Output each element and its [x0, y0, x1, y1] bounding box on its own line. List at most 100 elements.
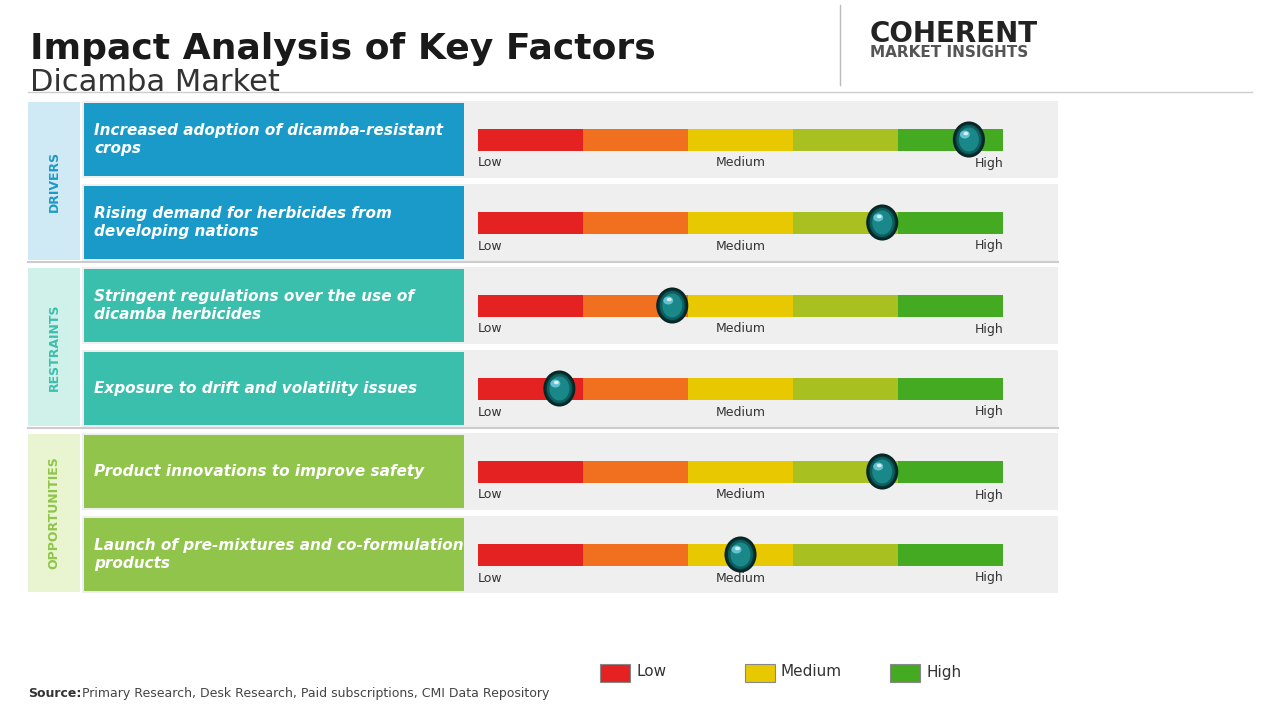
Text: Low: Low — [636, 665, 666, 680]
Bar — [477, 461, 582, 482]
Ellipse shape — [877, 464, 882, 467]
Text: Medium: Medium — [716, 488, 765, 502]
Ellipse shape — [659, 291, 685, 320]
Ellipse shape — [662, 294, 682, 318]
Text: High: High — [974, 156, 1004, 169]
Ellipse shape — [735, 546, 740, 550]
Text: High: High — [974, 240, 1004, 253]
FancyBboxPatch shape — [84, 352, 465, 425]
Ellipse shape — [869, 457, 895, 486]
Bar — [477, 128, 582, 150]
Ellipse shape — [877, 215, 882, 218]
Ellipse shape — [554, 381, 559, 384]
Bar — [899, 377, 1004, 400]
Bar — [794, 461, 899, 482]
Bar — [899, 294, 1004, 317]
Ellipse shape — [954, 122, 984, 156]
Bar — [794, 377, 899, 400]
Text: Low: Low — [477, 572, 503, 585]
Text: Low: Low — [477, 240, 503, 253]
Bar — [477, 294, 582, 317]
Bar — [899, 544, 1004, 565]
Text: High: High — [974, 488, 1004, 502]
FancyBboxPatch shape — [84, 269, 465, 342]
FancyBboxPatch shape — [28, 268, 79, 426]
Bar — [745, 664, 774, 682]
Bar — [477, 377, 582, 400]
Bar — [794, 212, 899, 233]
FancyBboxPatch shape — [82, 101, 1059, 178]
Bar — [689, 544, 794, 565]
Ellipse shape — [544, 372, 575, 405]
Bar — [600, 664, 630, 682]
Bar — [477, 544, 582, 565]
Text: Medium: Medium — [716, 405, 765, 418]
Ellipse shape — [550, 379, 561, 387]
Ellipse shape — [731, 546, 741, 554]
Text: Primary Research, Desk Research, Paid subscriptions, CMI Data Repository: Primary Research, Desk Research, Paid su… — [78, 687, 549, 700]
Bar — [899, 461, 1004, 482]
Text: Low: Low — [477, 156, 503, 169]
Text: Low: Low — [477, 323, 503, 336]
Text: OPPORTUNITIES: OPPORTUNITIES — [47, 456, 60, 570]
Bar — [582, 544, 689, 565]
Text: Source:: Source: — [28, 687, 82, 700]
Text: Rising demand for herbicides from
developing nations: Rising demand for herbicides from develo… — [93, 207, 392, 239]
FancyBboxPatch shape — [82, 267, 1059, 344]
Text: High: High — [974, 323, 1004, 336]
Ellipse shape — [667, 298, 672, 301]
Ellipse shape — [663, 297, 673, 305]
Text: Launch of pre-mixtures and co-formulation
products: Launch of pre-mixtures and co-formulatio… — [93, 539, 463, 571]
Text: Medium: Medium — [716, 572, 765, 585]
Bar — [582, 461, 689, 482]
Bar — [689, 461, 794, 482]
Bar — [794, 128, 899, 150]
FancyBboxPatch shape — [84, 518, 465, 591]
Bar — [899, 212, 1004, 233]
Ellipse shape — [549, 377, 570, 400]
Ellipse shape — [731, 542, 750, 567]
Ellipse shape — [959, 127, 979, 151]
Text: Low: Low — [477, 405, 503, 418]
Ellipse shape — [728, 540, 753, 569]
Ellipse shape — [873, 214, 883, 222]
FancyBboxPatch shape — [84, 435, 465, 508]
FancyBboxPatch shape — [28, 102, 79, 260]
Text: Medium: Medium — [781, 665, 842, 680]
Text: MARKET INSIGHTS: MARKET INSIGHTS — [870, 45, 1028, 60]
Ellipse shape — [964, 132, 969, 135]
Text: Exposure to drift and volatility issues: Exposure to drift and volatility issues — [93, 381, 417, 396]
FancyBboxPatch shape — [84, 103, 465, 176]
Ellipse shape — [872, 459, 892, 484]
Bar — [582, 294, 689, 317]
Bar — [689, 212, 794, 233]
Text: Dicamba Market: Dicamba Market — [29, 68, 280, 97]
Ellipse shape — [657, 289, 687, 323]
Ellipse shape — [547, 374, 572, 403]
Bar — [477, 212, 582, 233]
Bar — [689, 128, 794, 150]
Bar — [582, 212, 689, 233]
Text: COHERENT: COHERENT — [870, 20, 1038, 48]
FancyBboxPatch shape — [82, 516, 1059, 593]
Bar — [794, 544, 899, 565]
FancyBboxPatch shape — [82, 184, 1059, 261]
Text: Stringent regulations over the use of
dicamba herbicides: Stringent regulations over the use of di… — [93, 289, 413, 322]
Text: RESTRAINTS: RESTRAINTS — [47, 303, 60, 391]
Ellipse shape — [960, 130, 970, 138]
Text: DRIVERS: DRIVERS — [47, 150, 60, 212]
Text: Low: Low — [477, 488, 503, 502]
Ellipse shape — [868, 454, 897, 488]
Ellipse shape — [869, 208, 895, 237]
Text: High: High — [974, 405, 1004, 418]
Ellipse shape — [872, 210, 892, 235]
Ellipse shape — [868, 205, 897, 240]
Bar — [689, 377, 794, 400]
Text: Medium: Medium — [716, 240, 765, 253]
FancyBboxPatch shape — [28, 434, 79, 592]
Text: Increased adoption of dicamba-resistant
crops: Increased adoption of dicamba-resistant … — [93, 123, 443, 156]
Bar — [890, 664, 920, 682]
Bar — [794, 294, 899, 317]
Ellipse shape — [873, 462, 883, 470]
Text: High: High — [974, 572, 1004, 585]
